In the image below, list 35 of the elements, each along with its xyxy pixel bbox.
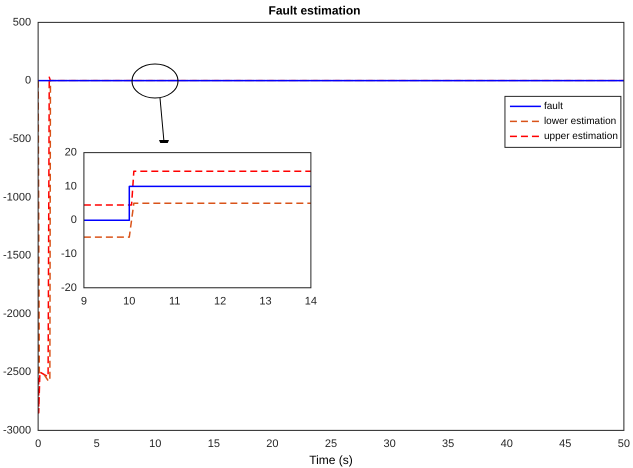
x-tick-label: 11	[168, 295, 180, 308]
x-tick-label: 35	[442, 438, 454, 450]
x-tick-label: 30	[383, 438, 396, 450]
legend-label: lower estimation	[544, 116, 616, 128]
x-tick-label: 25	[324, 438, 338, 450]
x-tick-label: 9	[80, 295, 87, 308]
x-tick-label: 45	[559, 438, 572, 450]
x-tick-label: 10	[123, 295, 136, 308]
y-tick-label: -1500	[2, 250, 32, 262]
y-tick-label: 500	[12, 16, 32, 28]
x-tick-label: 20	[266, 438, 279, 450]
y-tick-label: -10	[60, 248, 77, 260]
x-tick-label: 50	[618, 438, 630, 450]
y-tick-label: 0	[25, 74, 32, 87]
chart-title: Fault estimation	[268, 4, 361, 18]
y-tick-label: -20	[60, 282, 77, 294]
y-tick-label: -2000	[2, 308, 32, 320]
y-tick-label: -500	[9, 133, 32, 146]
y-tick-label: 20	[64, 146, 77, 159]
x-tick-label: 5	[94, 438, 100, 450]
y-tick-label: 0	[70, 214, 77, 226]
x-tick-label: 13	[259, 295, 272, 308]
x-tick-label: 14	[304, 295, 318, 308]
x-tick-label: 0	[35, 438, 42, 450]
y-tick-label: 10	[64, 180, 77, 192]
x-tick-label: 40	[500, 438, 513, 450]
y-tick-label: -1000	[2, 191, 32, 204]
y-tick-label: -2500	[2, 366, 32, 378]
legend-label: fault	[544, 101, 564, 112]
x-tick-label: 12	[214, 295, 226, 308]
y-tick-label: -3000	[2, 424, 32, 436]
legend-label: upper estimation	[544, 131, 618, 142]
x-tick-label: 15	[208, 438, 220, 450]
x-tick-label: 10	[149, 438, 162, 450]
x-axis-title: Time (s)	[309, 453, 353, 468]
